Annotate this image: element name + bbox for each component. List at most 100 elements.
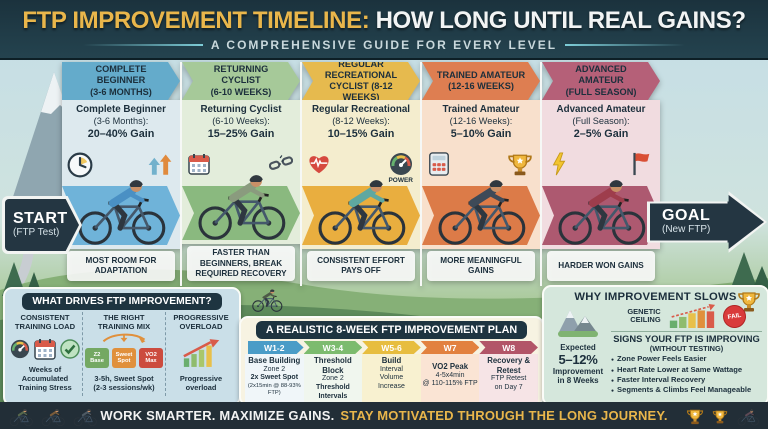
drives-item-title-line1: CONSISTENT — [20, 313, 70, 322]
sign-item: Faster Interval Recovery — [611, 375, 762, 385]
sign-text: Zone Power Feels Easier — [617, 354, 707, 364]
plan-week-3-4: W3-4 Threshold Block Zone 2 Threshold In… — [303, 341, 363, 409]
week-body: Recovery & Retest FTP Retest on Day 7 — [479, 354, 538, 402]
expected-value: 5–12% — [558, 352, 598, 367]
level-scene — [62, 150, 180, 249]
week-line: @ 110-115% FTP — [422, 380, 478, 388]
level-gain: 2–5% Gain — [573, 127, 629, 140]
drives-title: WHAT DRIVES FTP IMPROVEMENT? — [22, 293, 222, 310]
growth-chart-icon — [183, 339, 220, 368]
gauge-icon — [10, 339, 30, 359]
level-name: Advanced Amateur — [556, 104, 646, 115]
footer-banner: WORK SMARTER. MAXIMIZE GAINS. STAY MOTIV… — [0, 402, 768, 429]
drives-desc-line: overload — [185, 383, 217, 393]
power-meter-icon — [389, 152, 413, 176]
slows-body: Expected 5–12% Improvement in 8 Weeks GE… — [549, 302, 762, 395]
plan-week-1-2: W1-2 Base Building Zone 2 2x Sweet Spot … — [245, 341, 304, 409]
week-body: Base Building Zone 2 2x Sweet Spot (2x15… — [245, 354, 304, 402]
sign-item: Zone Power Feels Easier — [611, 354, 762, 364]
plan-week-8: W8 Recovery & Retest FTP Retest on Day 7 — [479, 341, 538, 409]
expected-label3: in 8 Weeks — [557, 376, 599, 385]
level-gain: 5–10% Gain — [450, 127, 512, 140]
level-summary: Complete Beginner (3-6 Months): 20–40% G… — [62, 100, 180, 150]
expected-label2: Improvement — [552, 367, 604, 376]
level-header: COMPLETE BEGINNER (3-6 MONTHS) — [62, 62, 180, 100]
cyclist-illustration — [312, 177, 410, 247]
level-name: Complete Beginner — [76, 104, 166, 115]
level-caption: MORE MEANINGFUL GAINS — [427, 251, 535, 281]
vo2-max-box: VO2 Max — [139, 348, 163, 369]
week-line: on Day 7 — [494, 384, 523, 392]
level-header: TRAINED AMATEUR (12-16 WEEKS) — [422, 62, 540, 100]
week-line: Volume — [379, 374, 404, 382]
level-header-line2: CYCLIST (8-12 WEEKS) — [329, 81, 393, 103]
level-header: ADVANCED AMATEUR (FULL SEASON) — [542, 62, 660, 100]
footer-trophies — [686, 408, 760, 426]
level-duration: (Full Season): — [572, 116, 630, 127]
week-line: Base Building — [248, 356, 301, 365]
clock-icon — [67, 152, 93, 178]
title-accent: FTP IMPROVEMENT TIMELINE: — [22, 6, 370, 34]
genetic-line1: GENETIC — [627, 306, 661, 316]
subtitle-line-right — [565, 43, 686, 46]
level-scene — [542, 150, 660, 249]
drives-items: CONSISTENT TRAINING LOAD Weeks of Accumu… — [8, 312, 236, 396]
curve-arrow-icon — [102, 333, 146, 344]
week-line: 2x Sweet Spot — [250, 374, 299, 382]
drives-item-title-line1: PROGRESSIVE — [173, 313, 229, 322]
plan-weeks: W1-2 Base Building Zone 2 2x Sweet Spot … — [245, 341, 538, 409]
week-body: Build Interval Volume Increase — [362, 354, 421, 402]
goal-label: GOAL — [662, 207, 711, 224]
level-column-advanced-amateur: ADVANCED AMATEUR (FULL SEASON) Advanced … — [540, 62, 660, 286]
drives-desc-line: Weeks of — [28, 365, 62, 375]
week-line: VO2 Peak — [432, 362, 469, 371]
week-line: Build — [381, 356, 402, 365]
plan-week-5-6: W5-6 Build Interval Volume Increase — [362, 341, 421, 409]
genetic-ceiling-row: GENETIC CEILING FAIL — [611, 302, 762, 330]
calendar-icon — [33, 337, 57, 361]
week-line: (2x15min @ 88-93% FTP) — [247, 383, 301, 397]
slows-title: WHY IMPROVEMENT SLOWS — [574, 291, 737, 303]
cyclist-silhouette-icon — [8, 408, 34, 427]
cyclist-silhouette-icon — [40, 408, 66, 427]
cyclist-illustration — [72, 177, 170, 247]
drives-desc-line: (2-3 sessions/wk) — [93, 383, 155, 393]
level-header-line1: TRAINED AMATEUR — [436, 69, 526, 80]
week-line: FTP Retest — [491, 375, 527, 383]
week-label: W5-6 — [362, 341, 421, 354]
footer-text-accent: STAY MOTIVATED THROUGH THE LONG JOURNEY. — [340, 408, 668, 423]
timeline: COMPLETE BEGINNER (3-6 MONTHS) Complete … — [62, 62, 660, 286]
level-gain: 10–15% Gain — [327, 127, 395, 140]
drives-item-consistent-load: CONSISTENT TRAINING LOAD Weeks of Accumu… — [8, 312, 82, 396]
check-icon — [60, 339, 80, 359]
mixbox-line: Base — [90, 358, 104, 365]
week-line: Interval — [380, 365, 403, 373]
trophy-icon — [712, 409, 728, 425]
subtitle-line-left — [82, 43, 203, 46]
start-label: START — [13, 210, 68, 227]
power-label: POWER — [388, 177, 413, 184]
sign-text: Heart Rate Lower at Same Wattage — [617, 364, 743, 374]
sign-item: Heart Rate Lower at Same Wattage — [611, 365, 762, 375]
level-summary: Trained Amateur (12-16 Weeks): 5–10% Gai… — [422, 100, 540, 150]
drives-panel: WHAT DRIVES FTP IMPROVEMENT? CONSISTENT … — [3, 287, 241, 406]
week-line: Increase — [378, 383, 405, 391]
power-meter: POWER — [388, 152, 413, 184]
plan-week-7: W7 VO2 Peak 4-5x4min @ 110-115% FTP — [420, 341, 480, 409]
mixbox-line: Max — [145, 358, 157, 365]
level-caption: FASTER THAN BEGINNERS, BREAK REQUIRED RE… — [187, 246, 295, 281]
sign-item: Segments & Climbs Feel Manageable — [611, 385, 762, 395]
drives-item-training-mix: THE RIGHT TRAINING MIX Z2 Base Sweet — [82, 312, 165, 396]
level-header-line1: COMPLETE BEGINNER — [95, 64, 147, 86]
drives-item-title: CONSISTENT TRAINING LOAD — [15, 313, 75, 331]
page-subtitle: A COMPREHENSIVE GUIDE FOR EVERY LEVEL — [210, 37, 558, 52]
drives-desc-line: Training Stress — [18, 383, 72, 393]
drives-item-title-line1: THE RIGHT — [103, 313, 145, 322]
level-summary: Regular Recreational (8-12 Weeks): 10–15… — [302, 100, 420, 150]
cyclist-illustration — [432, 177, 530, 247]
drives-item-title: PROGRESSIVE OVERLOAD — [173, 313, 228, 331]
broken-chain-icon — [269, 155, 293, 170]
drives-item-title-line2: TRAINING MIX — [97, 322, 151, 332]
level-caption: CONSISTENT EFFORT PAYS OFF — [307, 251, 415, 281]
flag-icon — [633, 152, 650, 176]
